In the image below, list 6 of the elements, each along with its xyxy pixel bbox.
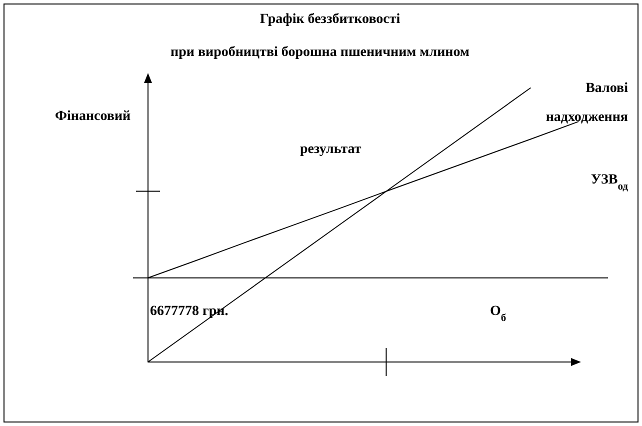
text: Фінансовий результат bbox=[55, 109, 362, 157]
series-label: Валові надходження bbox=[546, 81, 628, 125]
text: УЗВ$_{од}$ bbox=[590, 172, 629, 192]
chart-title: Графік беззбитковості bbox=[260, 12, 400, 27]
annotation: О$_{б}$ bbox=[490, 304, 506, 324]
chart-subtitle: при виробництві борошна пшеничним млином bbox=[170, 45, 470, 60]
